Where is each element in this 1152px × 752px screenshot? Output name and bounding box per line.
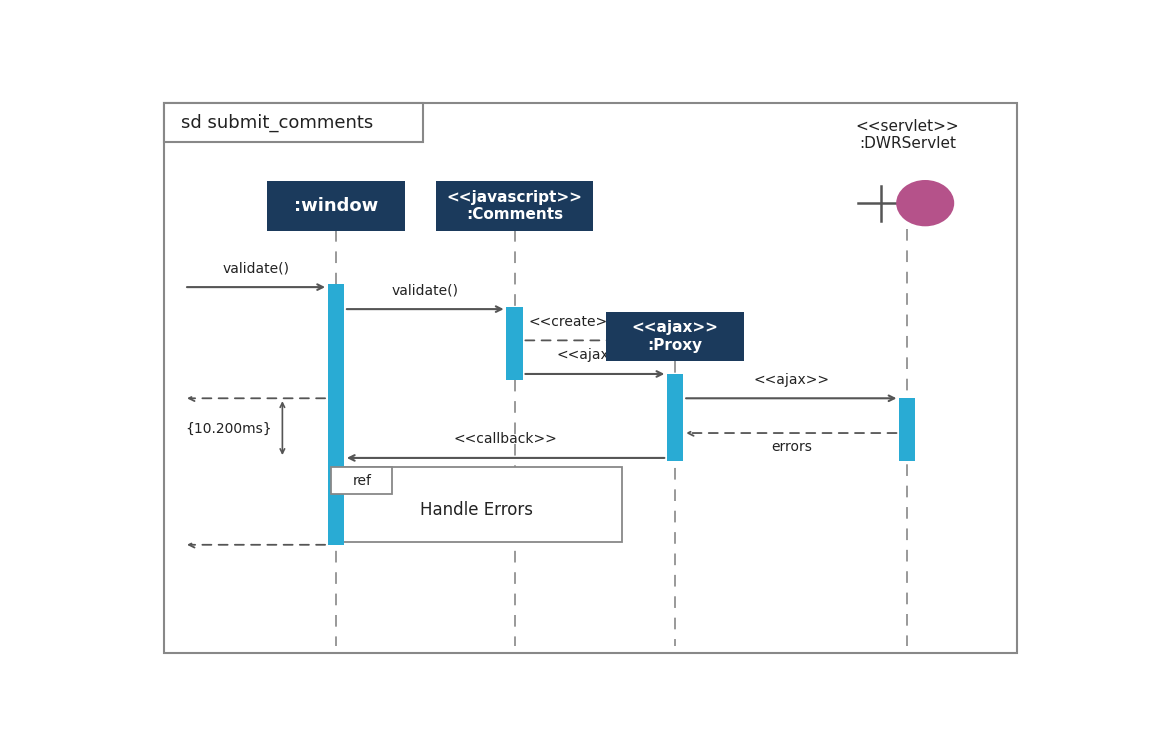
- Bar: [164, 103, 423, 142]
- Bar: [606, 312, 744, 361]
- Bar: [328, 284, 344, 464]
- Text: <<callback>>: <<callback>>: [454, 432, 558, 447]
- Ellipse shape: [896, 180, 954, 226]
- Text: <<ajax>>: <<ajax>>: [753, 373, 829, 387]
- Bar: [437, 181, 592, 231]
- Bar: [332, 466, 392, 494]
- Text: Handle Errors: Handle Errors: [420, 501, 533, 519]
- Text: <<ajax>>
:Proxy: <<ajax>> :Proxy: [631, 320, 719, 353]
- Text: <<ajax>>: <<ajax>>: [556, 348, 632, 362]
- Text: ref: ref: [353, 474, 371, 487]
- Bar: [507, 308, 523, 380]
- Bar: [328, 464, 344, 544]
- Text: <<servlet>>
:DWRServlet: <<servlet>> :DWRServlet: [856, 119, 960, 151]
- Text: <<javascript>>
:Comments: <<javascript>> :Comments: [447, 190, 583, 223]
- Bar: [667, 374, 683, 461]
- Text: :window: :window: [294, 197, 378, 215]
- Text: errors: errors: [771, 440, 812, 454]
- Bar: [332, 466, 622, 542]
- Bar: [900, 399, 916, 461]
- Bar: [267, 181, 406, 231]
- Text: validate(): validate(): [222, 262, 289, 275]
- Text: sd submit_comments: sd submit_comments: [182, 114, 373, 132]
- Text: <<create>>: <<create>>: [529, 315, 620, 329]
- Text: {10.200ms}: {10.200ms}: [185, 421, 272, 435]
- Text: validate(): validate(): [392, 284, 458, 298]
